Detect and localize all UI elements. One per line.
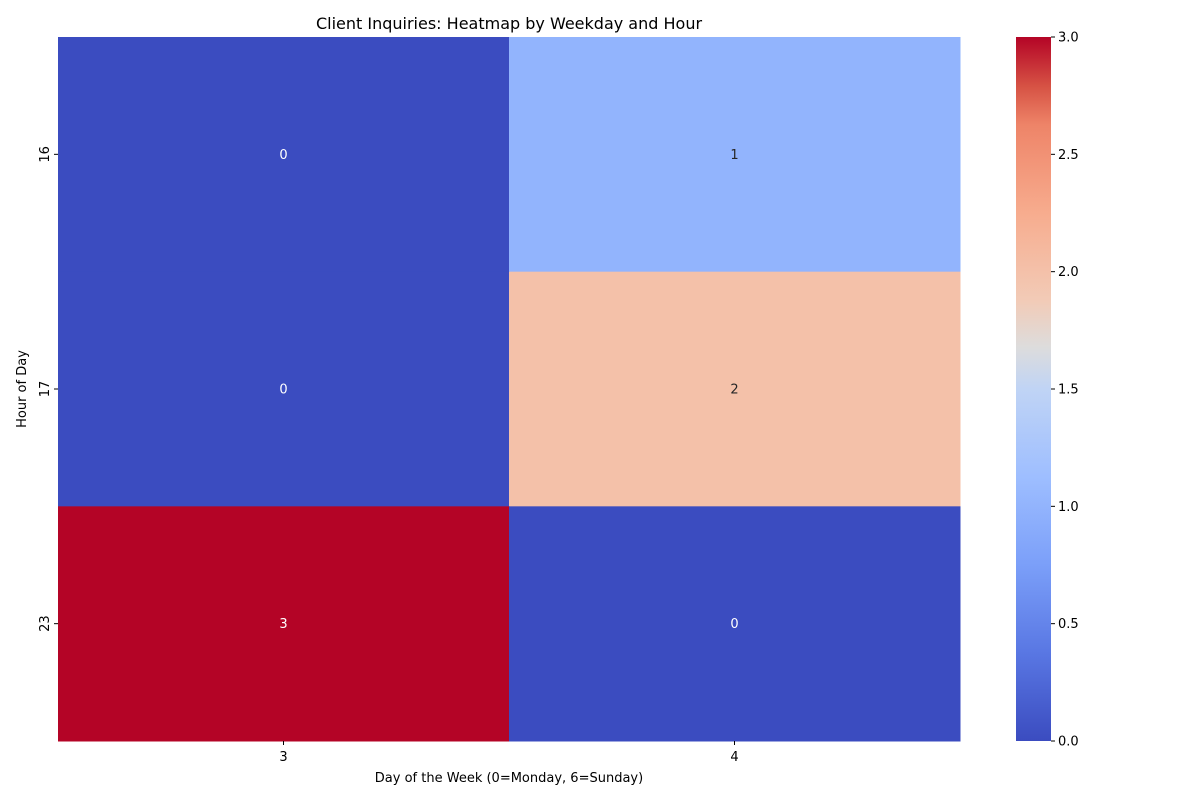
heatmap-cell-label: 1 bbox=[730, 148, 738, 163]
colorbar-tick-label: 1.5 bbox=[1058, 383, 1079, 398]
y-axis-label: Hour of Day bbox=[15, 350, 30, 428]
colorbar-tick-label: 2.0 bbox=[1058, 265, 1079, 280]
colorbar-tick-label: 3.0 bbox=[1058, 31, 1079, 46]
heatmap-cell bbox=[509, 506, 961, 742]
y-tick-label: 16 bbox=[38, 146, 53, 163]
heatmap-cell bbox=[58, 271, 510, 507]
heatmap-cell-label: 2 bbox=[730, 383, 738, 398]
heatmap-cell-label: 0 bbox=[730, 617, 738, 632]
colorbar bbox=[1016, 37, 1051, 741]
colorbar-tick-label: 0.5 bbox=[1058, 617, 1079, 632]
heatmap-cell-label: 3 bbox=[279, 617, 287, 632]
colorbar-tick-label: 0.0 bbox=[1058, 735, 1079, 750]
x-tick-label: 4 bbox=[730, 750, 738, 765]
colorbar-ticks: 0.0 0.5 1.0 1.5 2.0 2.5 3.0 bbox=[1051, 31, 1079, 750]
heatmap-cell-label: 0 bbox=[279, 383, 287, 398]
heatmap-cell-label: 0 bbox=[279, 148, 287, 163]
heatmap-cell-labels: 0 1 0 2 3 0 bbox=[279, 148, 738, 632]
x-tick-label: 3 bbox=[279, 750, 287, 765]
heatmap-cells bbox=[58, 37, 961, 742]
heatmap-cell bbox=[509, 271, 961, 507]
y-axis-ticks: 16 17 23 bbox=[38, 146, 58, 632]
x-axis-label: Day of the Week (0=Monday, 6=Sunday) bbox=[375, 771, 643, 786]
heatmap-cell bbox=[509, 37, 961, 273]
colorbar-tick-label: 1.0 bbox=[1058, 500, 1079, 515]
heatmap-cell bbox=[58, 506, 510, 742]
y-tick-label: 17 bbox=[38, 381, 53, 398]
heatmap-cell bbox=[58, 37, 510, 273]
colorbar-tick-label: 2.5 bbox=[1058, 148, 1079, 163]
y-tick-label: 23 bbox=[38, 615, 53, 632]
chart-title: Client Inquiries: Heatmap by Weekday and… bbox=[316, 14, 702, 33]
